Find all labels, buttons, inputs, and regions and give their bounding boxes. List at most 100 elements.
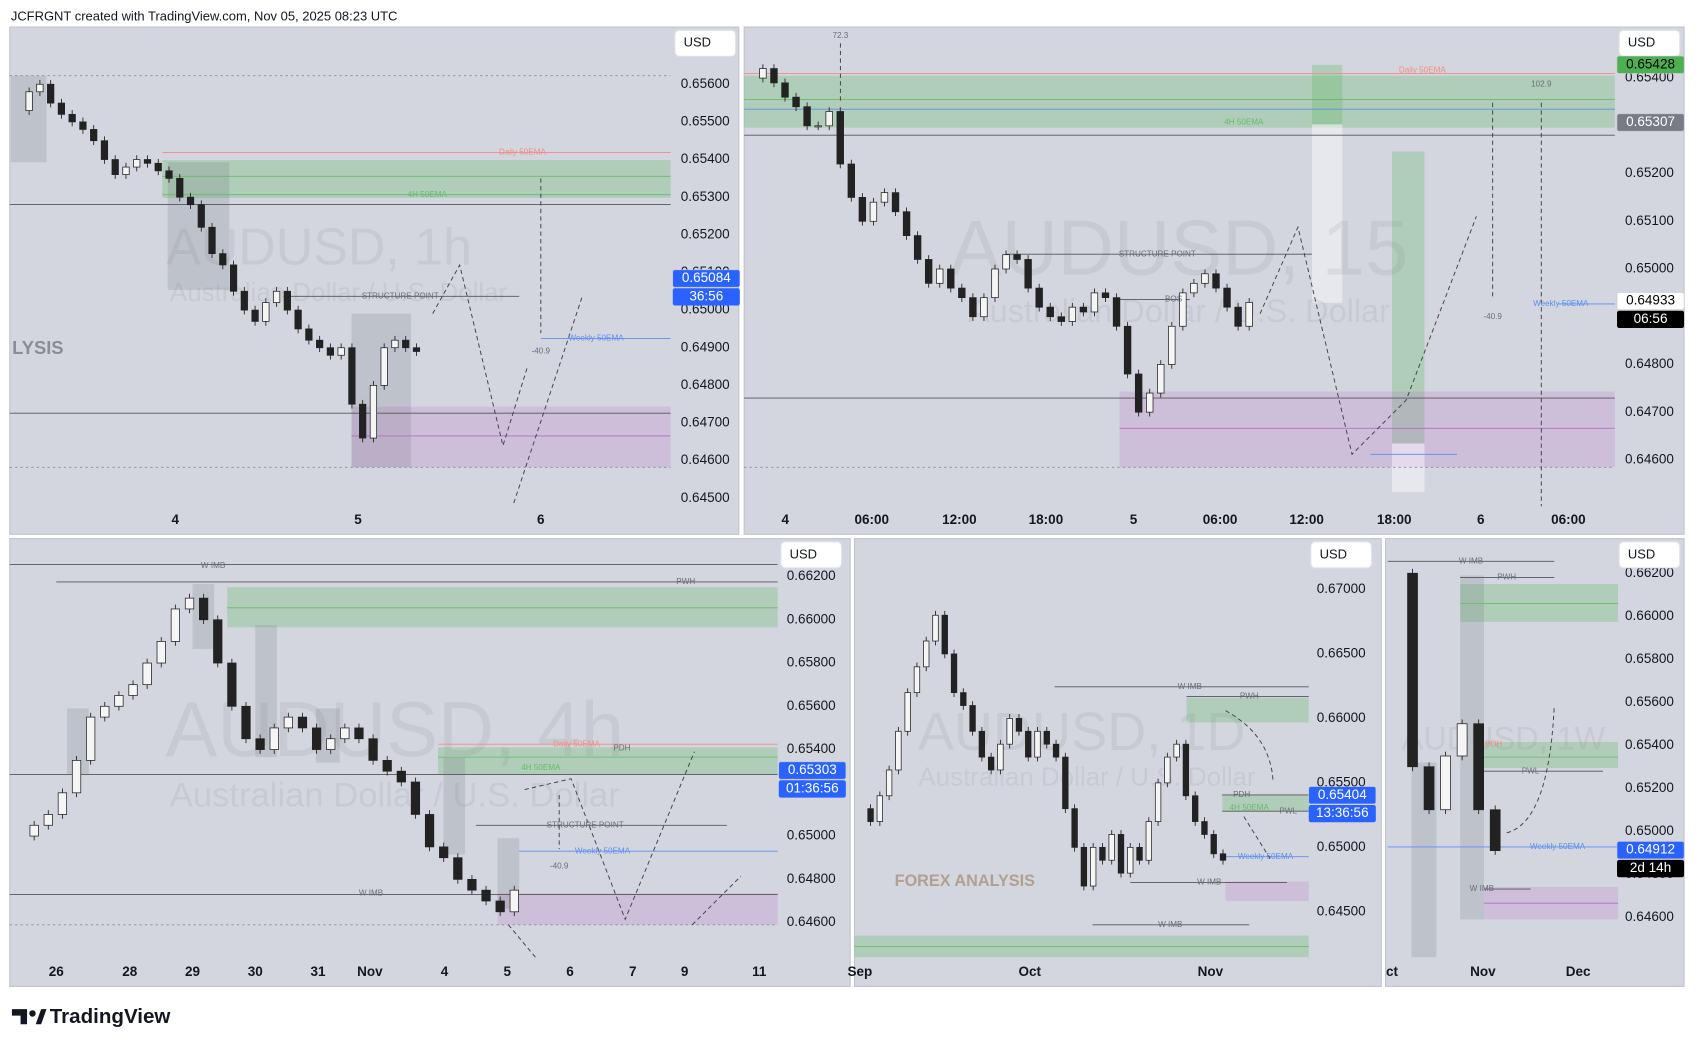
- candle-body: [199, 597, 209, 621]
- candle-body: [208, 226, 216, 255]
- candle-body: [143, 159, 152, 164]
- candle-body: [902, 211, 911, 236]
- annotation: Weekly 50EMA: [1238, 852, 1294, 861]
- candle-body: [913, 666, 921, 693]
- annotation: PDH: [613, 744, 630, 753]
- countdown-label: 06:56: [1634, 311, 1668, 326]
- x-tick-label: 5: [1130, 512, 1138, 527]
- candle-body: [305, 328, 313, 341]
- zone: [443, 757, 466, 855]
- candle-body: [128, 684, 138, 696]
- x-tick-label: 06:00: [855, 512, 890, 527]
- watermark: AUDUSD, 1D: [918, 702, 1246, 762]
- candle-body: [229, 264, 238, 292]
- y-tick-label: 0.65600: [787, 698, 836, 713]
- y-tick-label: 0.65600: [1625, 694, 1674, 709]
- candle-body: [978, 730, 986, 758]
- candle-body: [57, 102, 66, 115]
- candle-body: [1034, 730, 1041, 758]
- zone: [255, 625, 277, 758]
- projection: [691, 875, 742, 926]
- candle-body: [991, 268, 999, 299]
- candle-body: [1182, 743, 1190, 797]
- candle-body: [412, 347, 421, 352]
- price-tag: [1616, 292, 1685, 310]
- y-tick-label: 0.65800: [787, 655, 836, 670]
- annotation: STRUCTURE POINT: [362, 292, 439, 301]
- candle-body: [1219, 853, 1227, 861]
- y-tick-label: 0.64500: [1317, 903, 1366, 918]
- candle-body: [481, 889, 491, 902]
- y-tick-label: 0.65200: [1625, 165, 1674, 180]
- annotation: PWH: [676, 577, 695, 586]
- candle-body: [396, 770, 406, 783]
- candle-body: [1456, 723, 1468, 757]
- x-tick-label: 4: [441, 964, 449, 979]
- candle-body: [876, 795, 884, 822]
- currency-button[interactable]: [780, 541, 843, 569]
- candle-body: [1090, 292, 1099, 313]
- candle-body: [439, 846, 449, 859]
- candle-body: [79, 121, 87, 130]
- currency-button[interactable]: [1310, 541, 1373, 569]
- y-tick-label: 0.66000: [1625, 608, 1674, 623]
- logo-mark: [11, 1009, 28, 1025]
- candle-body: [90, 129, 98, 142]
- y-tick-label: 0.64800: [787, 871, 836, 886]
- candle-body: [1123, 325, 1132, 375]
- x-tick-label: 06:00: [1203, 512, 1238, 527]
- annotation: PDH: [1233, 790, 1250, 799]
- candle-body: [987, 756, 995, 771]
- y-tick-label: 0.64600: [1625, 451, 1674, 466]
- candle-body: [1201, 821, 1208, 835]
- zone: [162, 160, 671, 198]
- projection: [1243, 816, 1272, 861]
- annotation: W IMB: [1178, 682, 1202, 691]
- candle-body: [111, 159, 119, 175]
- x-tick-label: Nov: [1198, 964, 1224, 979]
- candle-body: [759, 68, 767, 79]
- panel-background: [853, 538, 1382, 987]
- annotation: 4H 50EMA: [1224, 117, 1264, 126]
- candle-body: [1157, 364, 1165, 394]
- candle-body: [880, 192, 889, 203]
- x-tick-label: 7: [629, 964, 637, 979]
- candle-body: [1071, 808, 1078, 848]
- zone: [1186, 697, 1309, 723]
- candle-body: [354, 727, 364, 740]
- y-tick-label: 0.64600: [1625, 909, 1674, 924]
- x-tick-label: 6: [537, 512, 545, 527]
- candle-body: [836, 111, 844, 165]
- currency-button[interactable]: [674, 29, 737, 57]
- y-tick-label: 0.65000: [1625, 261, 1674, 276]
- candle-body: [240, 290, 248, 311]
- candle-body: [1212, 273, 1220, 289]
- candle-body: [402, 339, 410, 349]
- annotation: 4H 50EMA: [521, 763, 561, 772]
- candle-body: [1025, 730, 1032, 758]
- header-text: JCFRGNT created with TradingView.com, No…: [11, 9, 398, 24]
- candle-body: [1112, 297, 1121, 327]
- price-tag: [1308, 786, 1377, 805]
- candle-body: [997, 743, 1004, 771]
- candle-body: [272, 290, 281, 303]
- candle-body: [960, 692, 967, 706]
- currency-button[interactable]: [1618, 541, 1681, 569]
- x-tick-label: Dec: [1566, 964, 1591, 979]
- x-tick-label: 6: [1477, 512, 1485, 527]
- y-tick-label: 0.65300: [681, 189, 730, 204]
- annotation: Weekly 50EMA: [568, 334, 624, 343]
- annotation: W IMB: [201, 561, 225, 570]
- countdown-label: 13:36:56: [1316, 805, 1369, 820]
- countdown-tag: [1617, 859, 1685, 878]
- candle-body: [326, 738, 336, 750]
- y-tick-label: 0.65400: [681, 151, 730, 166]
- countdown-tag: [1308, 804, 1376, 823]
- candle-body: [1080, 846, 1088, 887]
- y-tick-label: 0.64600: [787, 914, 836, 929]
- candle-body: [1423, 766, 1435, 811]
- candle-body: [1099, 846, 1106, 861]
- projection: [1506, 705, 1555, 834]
- logo-text: TradingView: [50, 1005, 172, 1028]
